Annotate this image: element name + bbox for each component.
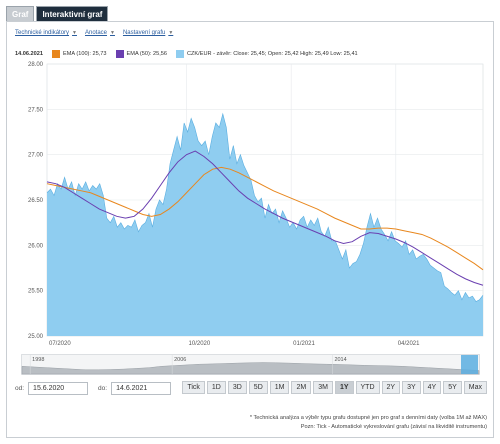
zoom-button-5d[interactable]: 5D xyxy=(248,381,268,394)
navigator-selection xyxy=(461,355,478,374)
y-tick-label: 25.50 xyxy=(28,289,44,295)
chevron-down-icon: ▼ xyxy=(72,30,77,36)
legend-ema100-label: EMA (100): 25,73 xyxy=(63,50,107,57)
chevron-down-icon: ▼ xyxy=(110,30,115,36)
chart-legend: 14.06.2021 EMA (100): 25,73 EMA (50): 25… xyxy=(15,49,367,58)
y-tick-label: 27.00 xyxy=(28,153,44,159)
zoom-button-3m[interactable]: 3M xyxy=(313,381,333,394)
zoom-button-2m[interactable]: 2M xyxy=(291,381,312,394)
zoom-button-ytd[interactable]: YTD xyxy=(355,381,380,394)
zoom-button-5y[interactable]: 5Y xyxy=(443,381,462,394)
navigator-history-area xyxy=(21,362,480,375)
footnote-tick: Pozn: Tick - Automatické vykreslování gr… xyxy=(300,424,487,430)
chart-settings-label: Nastavení grafu xyxy=(122,30,166,36)
chevron-down-icon: ▼ xyxy=(168,30,174,36)
legend-date: 14.06.2021 xyxy=(15,50,43,57)
navigator-year-label: 1998 xyxy=(32,357,44,363)
zoom-button-3d[interactable]: 3D xyxy=(227,381,247,394)
to-date-input[interactable] xyxy=(111,381,172,395)
x-tick-label: 04/2021 xyxy=(398,341,420,347)
date-range-bar: od: do: Tick 1D 3D 5D 1M 2M 3M 1Y YTD 2Y… xyxy=(13,381,487,395)
zoom-button-2y[interactable]: 2Y xyxy=(381,381,401,394)
technical-indicators-label: Technické indikátory xyxy=(15,30,70,36)
legend-item-ema50[interactable]: EMA (50): 25,56 xyxy=(115,49,167,58)
ema50-line xyxy=(46,150,484,286)
navigator-year-label: 2014 xyxy=(334,357,346,363)
from-label: od: xyxy=(15,384,25,392)
range-navigator[interactable]: 1998 2006 2014 xyxy=(21,354,481,376)
zoom-buttons: Tick 1D 3D 5D 1M 2M 3M 1Y YTD 2Y 3Y 4Y 5… xyxy=(180,381,487,394)
y-tick-label: 28.00 xyxy=(28,62,44,68)
ema100-swatch xyxy=(52,49,60,58)
tab-interaktivni-graf[interactable]: Interaktivní graf xyxy=(36,6,109,22)
zoom-button-3y[interactable]: 3Y xyxy=(402,381,421,394)
tab-graf[interactable]: Graf xyxy=(6,6,35,22)
from-date-input[interactable] xyxy=(28,381,89,395)
footnotes: * Technická analýza a výběr typu grafu d… xyxy=(250,414,487,432)
close-price-line xyxy=(46,112,484,302)
x-tick-label: 01/2021 xyxy=(293,341,315,347)
ema100-line xyxy=(46,166,484,271)
chart-panel: Technické indikátory ▼ Anotace ▼ Nastave… xyxy=(6,21,494,438)
legend-ema50-label: EMA (50): 25,56 xyxy=(126,50,167,57)
annotations-label: Anotace xyxy=(84,30,108,36)
legend-item-ema100[interactable]: EMA (100): 25,73 xyxy=(52,49,107,58)
legend-close-label: CZK/EUR - závěr: Close: 25,45; Open: 25,… xyxy=(186,50,358,57)
y-tick-label: 26.50 xyxy=(28,198,44,204)
close-swatch xyxy=(175,49,184,58)
chart-tabs: Graf Interaktivní graf xyxy=(6,6,110,22)
x-tick-label: 07/2020 xyxy=(49,341,71,347)
to-label: do: xyxy=(98,384,108,392)
chart-toolbar: Technické indikátory ▼ Anotace ▼ Nastave… xyxy=(15,28,181,38)
legend-item-close[interactable]: CZK/EUR - závěr: Close: 25,45; Open: 25,… xyxy=(175,49,358,58)
zoom-button-max[interactable]: Max xyxy=(463,381,487,394)
price-chart[interactable]: 28.00 27.50 27.00 26.50 26.00 25.50 25.00 07/20… xyxy=(13,60,485,350)
annotations-menu[interactable]: Anotace ▼ xyxy=(85,28,115,38)
close-price-area xyxy=(47,113,483,336)
zoom-button-1m[interactable]: 1M xyxy=(269,381,290,394)
technical-indicators-menu[interactable]: Technické indikátory ▼ xyxy=(15,28,77,38)
ema50-swatch xyxy=(115,49,124,58)
zoom-button-tick[interactable]: Tick xyxy=(182,381,205,394)
zoom-button-1d[interactable]: 1D xyxy=(206,381,226,394)
y-tick-label: 25.00 xyxy=(28,334,44,340)
y-tick-label: 26.00 xyxy=(28,243,44,249)
y-tick-label: 27.50 xyxy=(28,107,44,113)
navigator-year-label: 2006 xyxy=(174,357,186,363)
x-tick-label: 10/2020 xyxy=(189,341,211,347)
zoom-button-1y[interactable]: 1Y xyxy=(334,381,354,394)
footnote-technical-analysis: * Technická analýza a výběr typu grafu d… xyxy=(249,415,487,421)
chart-settings-menu[interactable]: Nastavení grafu ▼ xyxy=(123,28,173,38)
zoom-button-4y[interactable]: 4Y xyxy=(422,381,442,394)
